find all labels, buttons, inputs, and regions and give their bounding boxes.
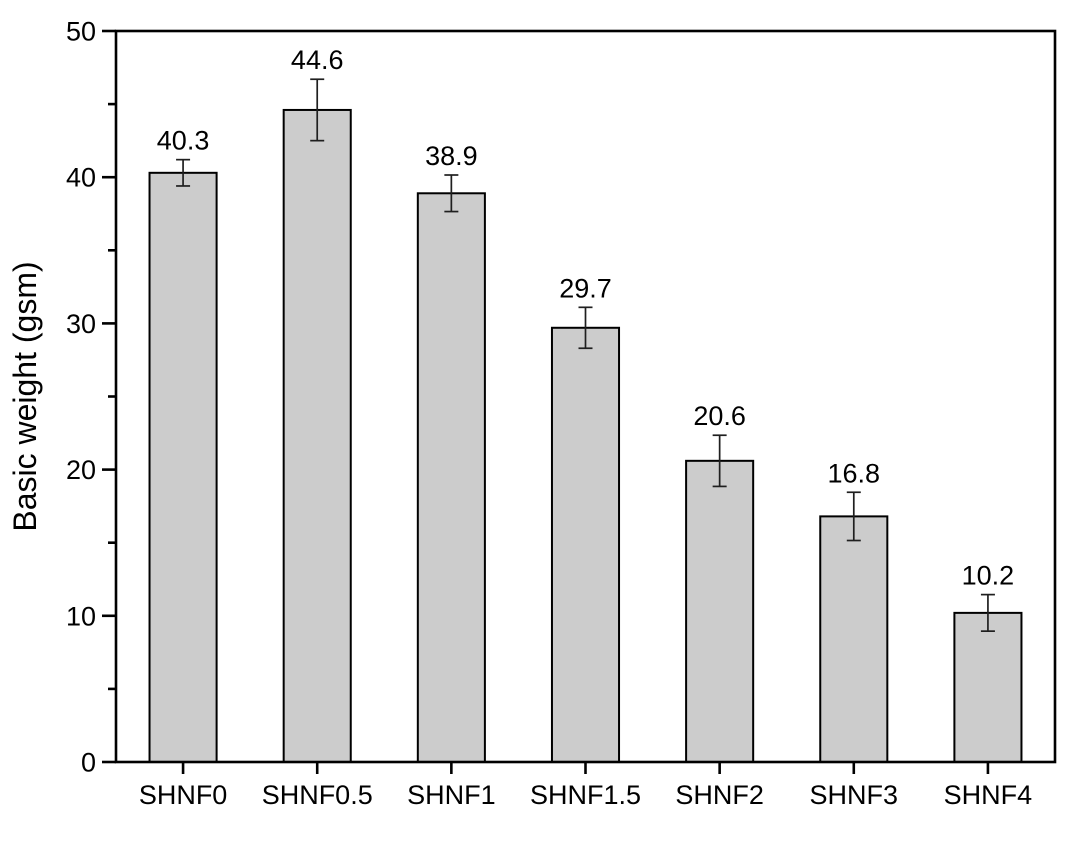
bar-SHNF2: [685, 459, 755, 763]
bar-value-label: 16.8: [828, 458, 881, 488]
bar-value-label: 29.7: [559, 273, 612, 303]
bar-value-label: 44.6: [291, 45, 344, 75]
bar-value-label: 20.6: [693, 401, 746, 431]
y-axis-tick-label: 40: [66, 163, 96, 193]
y-axis-tick-label: 0: [81, 747, 96, 777]
bar-SHNF1.5: [550, 326, 621, 763]
x-axis-tick-label: SHNF1.5: [530, 780, 641, 810]
y-axis-tick-label: 30: [66, 309, 96, 339]
x-axis-tick-label: SHNF0: [139, 780, 228, 810]
x-axis-tick-label: SHNF3: [810, 780, 899, 810]
y-axis-tick-label: 50: [66, 16, 96, 46]
bar-SHNF4: [953, 611, 1023, 763]
y-axis-tick-label: 10: [66, 601, 96, 631]
x-axis-tick-label: SHNF4: [944, 780, 1033, 810]
x-axis-tick-label: SHNF0.5: [262, 780, 373, 810]
bar-value-label: 10.2: [962, 561, 1015, 591]
y-axis-title: Basic weight (gsm): [7, 261, 43, 531]
bar-value-label: 38.9: [425, 141, 478, 171]
x-axis-tick-label: SHNF2: [675, 780, 764, 810]
bar-SHNF1: [416, 192, 486, 764]
x-axis-tick-label: SHNF1: [407, 780, 496, 810]
bar-SHNF3: [819, 515, 889, 763]
bar-value-label: 40.3: [157, 126, 210, 156]
y-axis-tick-label: 20: [66, 455, 96, 485]
bar-SHNF0.5: [282, 108, 352, 763]
bar-SHNF0: [148, 171, 218, 763]
